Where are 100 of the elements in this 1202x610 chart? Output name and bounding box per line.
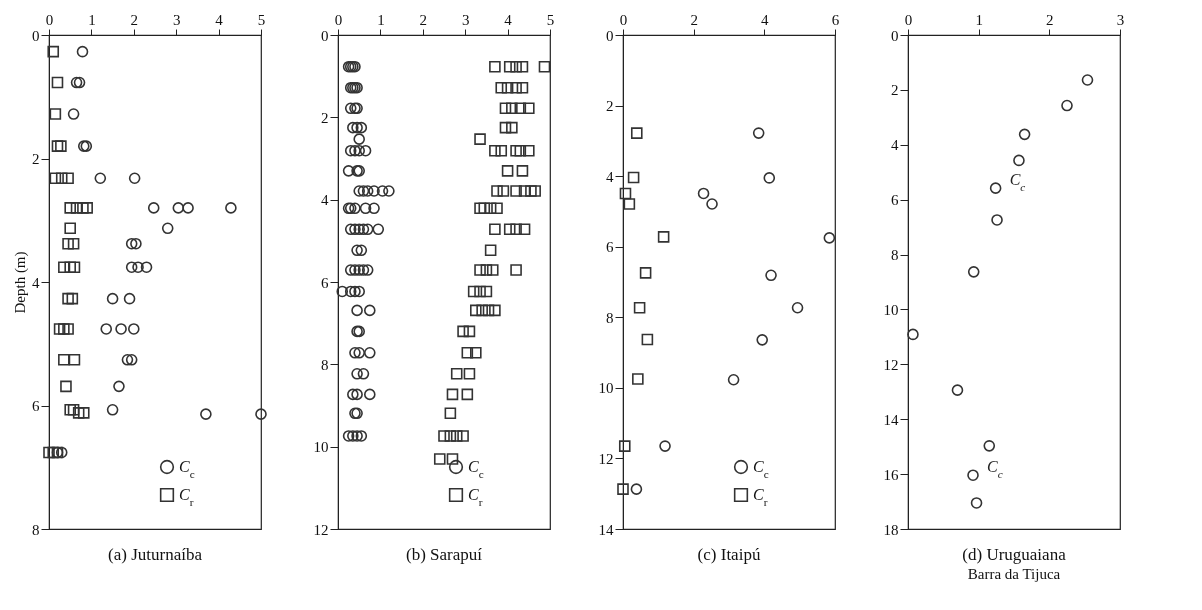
y-tick-label: 12 [313,521,329,538]
x-tick-label: 4 [761,11,770,28]
point [76,45,89,58]
x-tick-label: 5 [257,11,266,28]
point [49,108,62,120]
point [147,202,160,214]
point [43,446,55,459]
point [225,202,237,214]
point [72,407,85,419]
y-tick-label: 2 [606,98,614,115]
point [140,261,153,273]
x-tick-label: 5 [546,11,555,28]
y-tick-label: 2 [321,109,329,126]
point [128,172,141,185]
point [53,323,66,335]
y-tick-label: 8 [32,521,40,538]
y-tick-label: 10 [883,301,899,318]
text: Barra da Tijuca [967,566,1061,582]
legend-label: C$_{c}$ [753,458,769,480]
point [113,380,125,393]
point [77,407,90,419]
point [55,172,68,185]
point [125,237,138,250]
point [128,323,140,335]
y-tick-label: 4 [32,274,40,291]
x-tick-label: 2 [419,11,428,28]
y-tick-label: 18 [883,521,899,538]
point [1013,154,1025,167]
x-tick-label: 2 [690,11,698,28]
point [64,222,76,235]
x-tick-label: 0 [904,11,913,28]
y-tick-label: 12 [883,356,899,373]
x-tick-label: 3 [461,11,470,28]
point [756,334,769,346]
point [765,269,777,282]
y-tick-label: 10 [313,439,329,456]
point [967,469,979,481]
legend-label: C$_{c}$ [179,458,195,480]
y-tick-label: 0 [606,27,614,44]
point [623,198,636,210]
point [106,404,119,416]
y-tick-label: 6 [891,192,899,209]
point [132,261,144,273]
point [639,267,652,279]
point [62,292,74,305]
y-tick-label: 4 [891,137,899,154]
y-tick-label: 0 [32,27,40,44]
point [967,266,980,278]
text: (b) Sarapuí [405,545,483,564]
point [617,483,629,495]
point [49,172,62,185]
y-tick-label: 0 [891,27,899,44]
annotation: C$_{c}$ [1009,171,1026,194]
legend-label: C$_{r}$ [179,486,194,508]
x-tick-label: 4 [215,11,224,28]
legend-label: C$_{r}$ [753,486,768,508]
point [659,440,671,452]
point [641,333,654,346]
point [58,354,70,366]
x-tick-label: 0 [45,11,54,28]
y-tick-label: 4 [321,192,329,209]
point [47,45,60,58]
point [1081,74,1094,86]
y-tick-label: 0 [321,27,329,44]
point [68,261,81,273]
x-tick-label: 2 [130,11,139,28]
point [752,127,765,139]
point [125,261,138,273]
y-tick-label: 12 [598,450,614,467]
point [67,404,80,416]
point [62,237,74,250]
y-tick-label: 14 [883,411,899,428]
text: (c) Itaipú [697,545,761,564]
point [983,440,996,452]
point [727,373,740,386]
point [66,292,79,305]
point [58,323,70,335]
y-tick-label: 10 [598,380,614,397]
x-tick-label: 4 [504,11,513,28]
x-tick-label: 3 [1116,11,1125,28]
annotation: C$_{c}$ [987,458,1003,481]
point [989,182,1002,194]
y-tick-label: 6 [606,239,614,256]
point [706,198,718,210]
y-tick-label: 6 [32,398,40,414]
point [200,408,212,420]
point [697,187,710,200]
y-tick-label: 2 [32,151,40,167]
point [64,202,76,214]
x-tick-label: 0 [619,11,628,28]
point [182,202,194,214]
point [94,172,107,185]
point [633,301,646,314]
y-tick-label: 16 [883,466,899,483]
y-tick-label: 8 [891,247,899,264]
x-tick-label: 3 [172,11,181,28]
point [67,108,80,120]
point [62,323,74,335]
legend-label: C$_{r}$ [468,486,483,508]
point [763,172,776,184]
